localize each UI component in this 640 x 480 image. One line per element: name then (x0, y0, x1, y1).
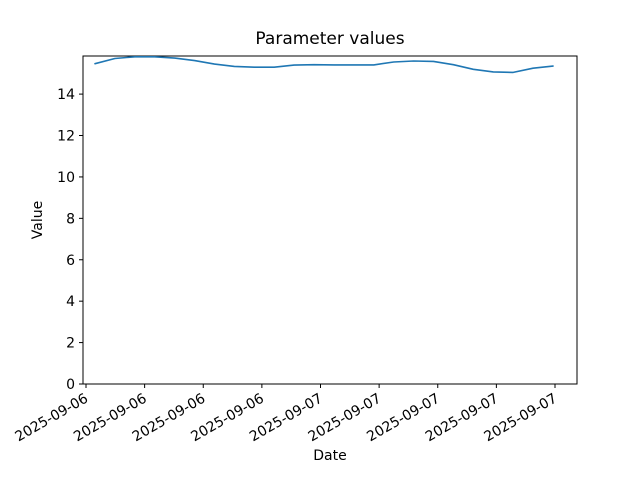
y-tick-label: 14 (57, 87, 75, 103)
y-tick-label: 12 (57, 129, 75, 145)
y-tick-label: 6 (66, 253, 75, 269)
y-tick-label: 10 (57, 170, 75, 186)
x-axis-label: Date (313, 448, 347, 464)
y-tick-label: 4 (66, 294, 75, 310)
y-tick-label: 8 (66, 211, 75, 227)
y-tick-label: 0 (66, 377, 75, 393)
axes-spines (82, 55, 578, 385)
chart-title: Parameter values (255, 29, 405, 49)
y-tick-label: 2 (66, 336, 75, 352)
data-line (94, 55, 554, 74)
y-axis-label: Value (30, 200, 46, 240)
